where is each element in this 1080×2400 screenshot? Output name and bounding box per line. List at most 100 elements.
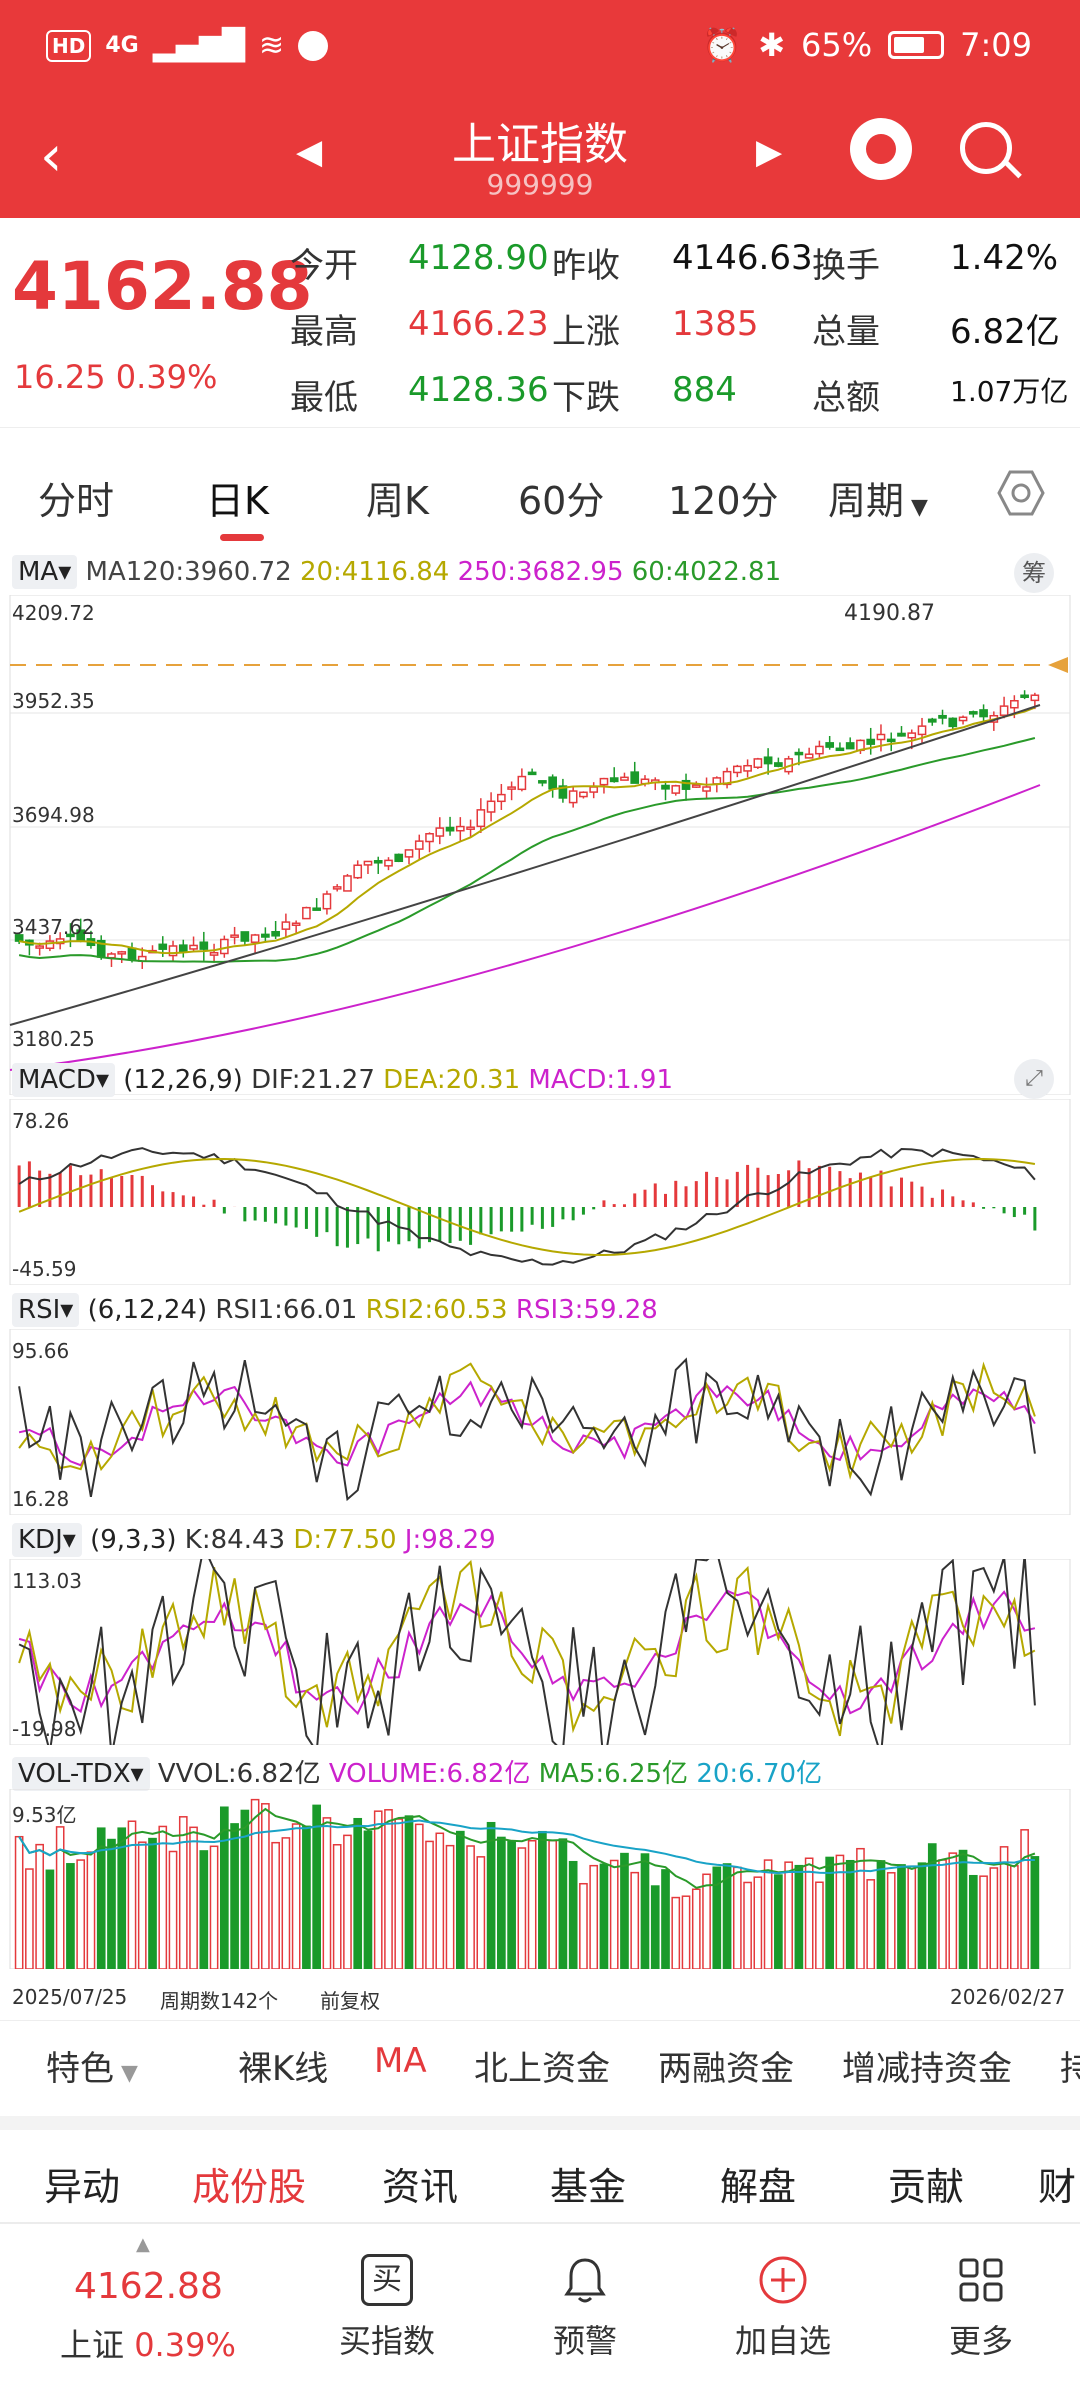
- volume-bar: [250, 1798, 260, 1969]
- y-label-1: 4209.72: [12, 601, 95, 625]
- volume-bar: [886, 1872, 896, 1969]
- kdj-chart[interactable]: [0, 1559, 1080, 1745]
- tab-weekly-k[interactable]: 周K: [366, 479, 429, 523]
- tab-period-dropdown[interactable]: 周期 ▼: [828, 470, 928, 525]
- candle-body: [127, 947, 137, 961]
- volume-bar: [435, 1832, 445, 1969]
- macd-chart[interactable]: [0, 1099, 1080, 1285]
- rsi-chart[interactable]: [0, 1329, 1080, 1515]
- rsi-indicator-button[interactable]: RSI▾: [12, 1293, 80, 1327]
- search-icon[interactable]: [960, 122, 1012, 174]
- tool-feature-dropdown[interactable]: 特色 ▼: [46, 2041, 138, 2090]
- tab-60min[interactable]: 60分: [518, 479, 605, 523]
- subtab-analysis[interactable]: 解盘: [720, 2165, 797, 2209]
- volume-bar: [763, 1859, 773, 1969]
- candle-body: [732, 765, 742, 774]
- volume-bar: [958, 1849, 968, 1969]
- volume-bar: [137, 1841, 147, 1969]
- macd-button-label: MACD: [18, 1065, 96, 1095]
- prev-index-icon[interactable]: ◀: [296, 132, 323, 172]
- tab-intraday[interactable]: 分时: [38, 479, 115, 523]
- vol-pane-title: VOL-TDX▾ VVOL:6.82亿 VOLUME:6.82亿 MA5:6.2…: [12, 1753, 822, 1791]
- tool-holdings-change[interactable]: 增减持资金: [842, 2049, 1012, 2089]
- macd-indicator-button[interactable]: MACD▾: [12, 1063, 115, 1097]
- kdj-line-2: [18, 1559, 1036, 1737]
- candle-body: [261, 933, 270, 938]
- subtab-funds[interactable]: 基金: [550, 2165, 627, 2209]
- subtab-constituents[interactable]: 成份股: [192, 2156, 306, 2233]
- candle-body: [609, 777, 619, 783]
- candle-body: [199, 941, 209, 950]
- tool-northbound[interactable]: 北上资金: [474, 2049, 610, 2089]
- volume-bar: [425, 1840, 434, 1969]
- quote-value: 1385: [672, 304, 759, 344]
- volume-bar: [55, 1826, 65, 1969]
- candle-body: [630, 771, 640, 784]
- volume-bar: [507, 1840, 516, 1969]
- kdj-d: D:77.50: [293, 1525, 397, 1555]
- chevron-down-icon: ▾: [95, 1065, 109, 1095]
- candle-body: [948, 717, 958, 728]
- tool-more[interactable]: 持: [1060, 2049, 1080, 2089]
- subtab-movement[interactable]: 异动: [44, 2165, 121, 2209]
- alert-label: 预警: [552, 2322, 617, 2360]
- candle-body: [178, 944, 188, 954]
- chip-distribution-button[interactable]: 筹: [1014, 553, 1054, 593]
- candle-body: [435, 827, 445, 837]
- candle-body: [230, 934, 239, 938]
- expand-icon[interactable]: ⤢: [1014, 1059, 1054, 1099]
- candle-body: [815, 745, 824, 755]
- hd-indicator: HD: [46, 29, 92, 62]
- chevron-down-icon: ▾: [62, 1525, 76, 1555]
- assistant-icon[interactable]: [850, 118, 912, 180]
- volume-bar: [271, 1841, 280, 1969]
- buy-index-button[interactable]: 买 买指数: [322, 2254, 452, 2362]
- subtab-news[interactable]: 资讯: [382, 2165, 459, 2209]
- tab-daily-k[interactable]: 日K: [206, 470, 269, 541]
- volume-bar: [445, 1844, 455, 1969]
- volume-bar: [353, 1817, 363, 1969]
- macd-dea: DEA:20.31: [383, 1065, 521, 1095]
- macd-y-bottom: -45.59: [12, 1257, 77, 1281]
- volume-bar: [107, 1838, 116, 1969]
- bottom-pct: 0.39%: [134, 2326, 236, 2364]
- candle-body: [45, 940, 55, 950]
- candle-body: [763, 756, 773, 765]
- candle-body: [414, 840, 424, 850]
- more-button[interactable]: 更多: [916, 2254, 1046, 2362]
- candle-body: [866, 738, 876, 745]
- volume-bar: [568, 1860, 578, 1969]
- vol-indicator-button[interactable]: VOL-TDX▾: [12, 1757, 150, 1791]
- more-label: 更多: [948, 2322, 1013, 2360]
- volume-bar: [753, 1876, 763, 1969]
- tool-ma[interactable]: MA: [374, 2041, 427, 2081]
- ma-indicator-button[interactable]: MA▾: [12, 555, 78, 589]
- volume-bar: [671, 1896, 681, 1969]
- up-arrow-icon: ▲: [136, 2234, 150, 2255]
- bottom-price[interactable]: 4162.88: [74, 2266, 223, 2307]
- tool-naked-k[interactable]: 裸K线: [238, 2049, 329, 2089]
- back-icon[interactable]: ‹: [40, 124, 63, 189]
- vol-y-top: 9.53亿: [12, 1803, 77, 1827]
- settings-icon[interactable]: [996, 468, 1046, 518]
- volume-chart[interactable]: [0, 1789, 1080, 1969]
- subtab-finance[interactable]: 财: [1038, 2165, 1077, 2209]
- status-bar: HD 4G ▂▄▆█ ≋ ⏰ ✱ 65% 7:09: [0, 0, 1080, 100]
- add-watchlist-button[interactable]: 加自选: [718, 2254, 848, 2362]
- quote-label: 今开: [290, 246, 358, 286]
- candle-body: [548, 776, 557, 790]
- kline-chart[interactable]: [0, 595, 1080, 1095]
- candle-body: [322, 893, 332, 910]
- next-index-icon[interactable]: ▶: [756, 132, 783, 172]
- grid-icon: [959, 2258, 1003, 2302]
- candle-body: [589, 786, 599, 793]
- ma-button-label: MA: [18, 557, 59, 587]
- chart-area[interactable]: MA▾ MA120:3960.72 20:4116.84 250:3682.95…: [0, 545, 1080, 2013]
- tab-120min[interactable]: 120分: [668, 479, 779, 523]
- volume-bar: [302, 1825, 311, 1969]
- tool-margin[interactable]: 两融资金: [658, 2049, 794, 2089]
- alert-button[interactable]: 预警: [520, 2254, 650, 2362]
- subtab-contribution[interactable]: 贡献: [888, 2165, 965, 2209]
- candle-body: [538, 780, 547, 784]
- kdj-indicator-button[interactable]: KDJ▾: [12, 1523, 82, 1557]
